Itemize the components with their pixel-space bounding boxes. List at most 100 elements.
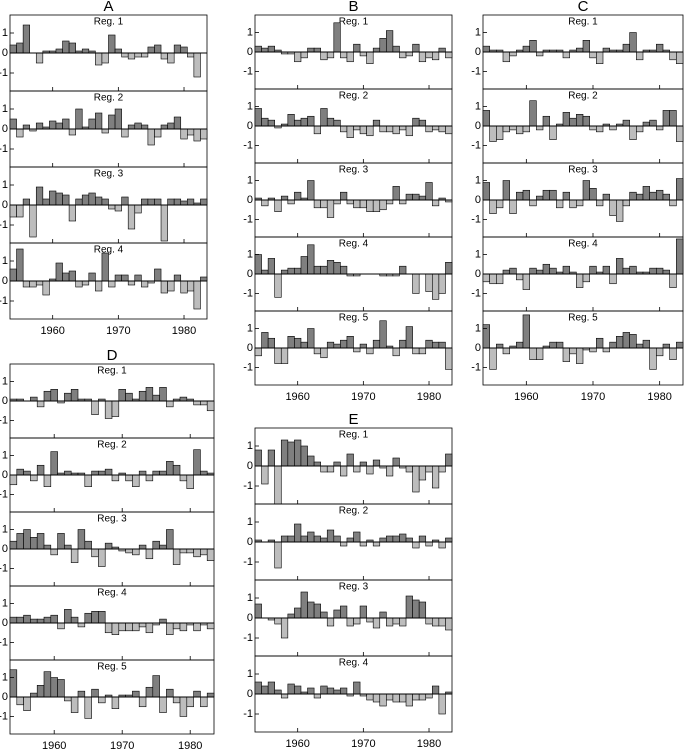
bar	[193, 400, 201, 406]
bar	[114, 204, 122, 212]
bar	[366, 617, 374, 623]
bar	[516, 125, 524, 135]
bar	[300, 445, 308, 467]
bar	[522, 273, 530, 290]
bar	[180, 280, 188, 294]
panel-label: Reg. 2	[568, 91, 598, 102]
bar	[609, 199, 617, 216]
bar	[132, 548, 140, 556]
bar	[98, 696, 106, 704]
bar	[118, 389, 126, 402]
y-tick-label: -1	[243, 139, 253, 151]
bar	[187, 128, 195, 136]
bar	[287, 613, 295, 619]
bar	[431, 199, 440, 207]
bar	[206, 692, 215, 698]
y-tick-label: -1	[243, 213, 253, 225]
bar	[556, 341, 564, 349]
bar	[346, 125, 354, 138]
x-tick-label: 1960	[42, 740, 66, 749]
bar	[88, 118, 96, 130]
bar	[379, 199, 387, 211]
bar	[662, 110, 670, 127]
bar	[62, 118, 70, 130]
y-tick-label: -1	[0, 295, 8, 307]
bar	[145, 474, 154, 482]
bar	[425, 182, 433, 201]
bar	[187, 280, 195, 292]
bar	[147, 198, 155, 206]
bar	[77, 690, 86, 698]
y-tick-label: -1	[471, 287, 481, 299]
bar	[431, 617, 440, 627]
bar	[91, 688, 99, 698]
bar	[502, 125, 510, 133]
bar	[418, 51, 427, 63]
bar	[114, 108, 122, 130]
bar	[438, 617, 446, 627]
bar	[333, 22, 341, 53]
bar	[193, 52, 201, 78]
bar	[294, 523, 302, 543]
bar	[114, 48, 122, 54]
bar	[562, 347, 570, 362]
bar	[186, 696, 194, 708]
bar	[326, 529, 335, 543]
bar	[180, 46, 188, 54]
bar	[68, 204, 76, 222]
bar	[431, 685, 440, 695]
bar	[589, 125, 597, 131]
bar	[425, 617, 433, 625]
bar	[333, 343, 341, 349]
bar	[152, 540, 160, 550]
bar	[77, 529, 86, 550]
bar	[386, 693, 394, 701]
bar	[50, 614, 58, 624]
bar	[392, 617, 400, 625]
y-tick-label: -1	[471, 139, 481, 151]
bar	[669, 347, 677, 360]
bar	[134, 52, 142, 58]
bar	[418, 347, 427, 355]
bar	[125, 622, 133, 632]
bar	[98, 470, 106, 476]
bar	[412, 693, 420, 701]
bar	[386, 199, 394, 205]
x-tick-label: 1960	[285, 738, 309, 749]
bar	[405, 537, 413, 543]
bar	[616, 336, 624, 349]
bar	[516, 341, 524, 349]
bar	[127, 52, 136, 60]
bar	[509, 51, 517, 57]
bar	[602, 347, 610, 353]
bar	[529, 100, 537, 127]
bar	[496, 343, 504, 349]
bar	[676, 178, 684, 201]
bar	[294, 51, 302, 63]
y-tick-label: 1	[2, 103, 8, 115]
bar	[320, 537, 328, 543]
bar	[274, 199, 282, 212]
bar	[50, 548, 58, 556]
bar	[582, 40, 590, 53]
bar	[43, 544, 52, 550]
bar	[629, 32, 637, 53]
y-tick-label: 1	[247, 248, 253, 260]
bar	[43, 390, 52, 402]
bar	[366, 51, 374, 64]
bar	[346, 51, 354, 63]
bar	[542, 189, 550, 201]
bar	[662, 343, 670, 349]
bar	[405, 326, 413, 349]
bar	[167, 122, 175, 130]
bar	[35, 52, 44, 64]
bar	[445, 537, 453, 543]
y-tick-label: -1	[471, 361, 481, 373]
y-tick-label: -1	[243, 708, 253, 720]
bar	[294, 685, 302, 695]
y-tick-label: 1	[247, 100, 253, 112]
bar	[36, 618, 45, 624]
panel-label: Reg. 2	[339, 506, 369, 517]
bar	[22, 198, 30, 206]
bar	[536, 51, 544, 57]
